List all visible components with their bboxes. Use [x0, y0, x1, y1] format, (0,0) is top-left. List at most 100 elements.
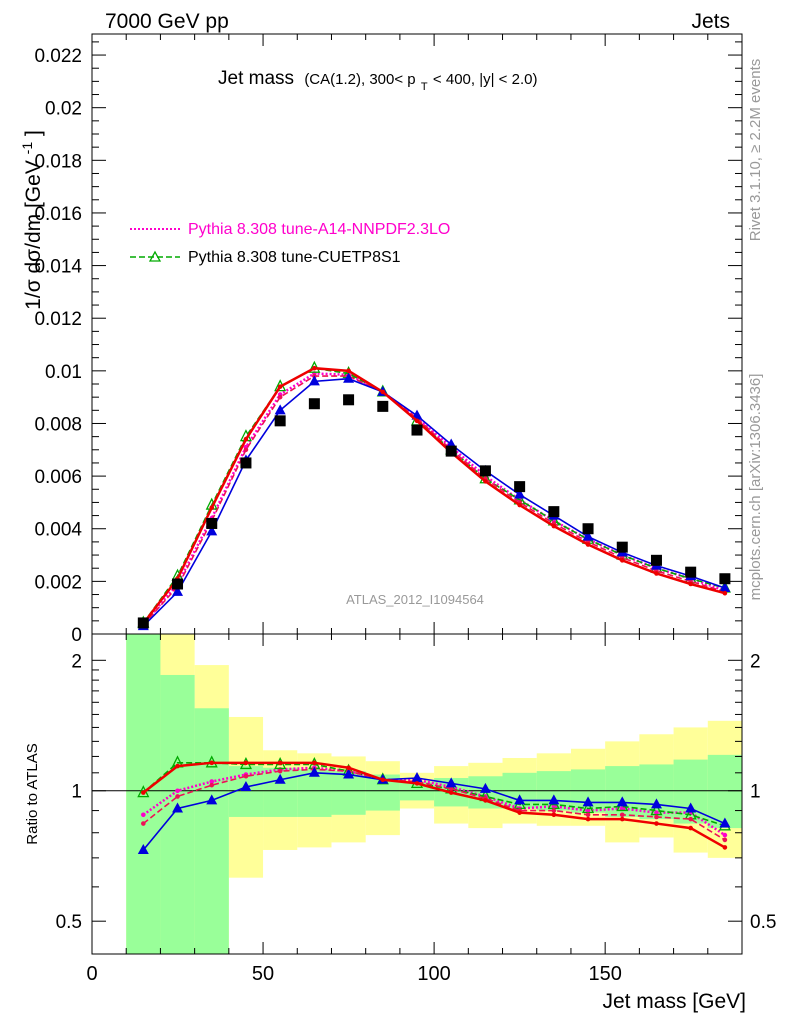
analysis-label: ATLAS_2012_I1094564 [346, 592, 484, 607]
ratio-uncertainty-band-stat [126, 634, 742, 954]
series-curve-4-ratio-point [619, 816, 625, 822]
series-pythia-8-308-tune-a14-nnpdf2-3lo-ratio-point [585, 808, 591, 813]
series-pythia-8-308-tune-a14-nnpdf2-3lo-ratio-line [142, 766, 726, 837]
series-curve-4-ratio-point [346, 765, 351, 771]
legend-marker-cuetp8s1 [148, 250, 162, 262]
y-tick-label-main: 0 [71, 625, 82, 646]
data-point [377, 400, 389, 412]
y-tick-label-main: 0.012 [34, 309, 82, 330]
x-tick-label: 50 [252, 963, 274, 985]
series-curve-4-point [380, 389, 386, 395]
series-pythia-8-308-tune-a14-nnpdf2-3lo-ratio-point [654, 810, 659, 815]
data-point [445, 445, 457, 457]
series-curve-4-point [414, 418, 420, 424]
series-curve-4-line [142, 366, 726, 625]
data-points [137, 394, 731, 629]
data-point [616, 541, 628, 553]
series-curve-4-point [277, 384, 283, 389]
series-curve-3-ratio-line [142, 772, 726, 851]
y-axis-label-close: ] [22, 130, 45, 136]
x-tick-label: 150 [588, 963, 621, 985]
y-tick-label-main: 0.01 [45, 362, 82, 383]
y-tick-label-main: 0.018 [34, 151, 82, 172]
y-tick-label-main: 0.006 [34, 467, 82, 488]
series-curve-4-ratio-point [312, 760, 317, 766]
y-tick-label-main: 0.022 [34, 46, 82, 67]
series-curve-2-ratio-point [654, 814, 659, 820]
series-pythia-8-308-tune-cuetp8s1-ratio-line [142, 762, 726, 827]
series-curve-3-point [274, 404, 286, 415]
series-curve-3-point [343, 372, 355, 383]
series-curve-3-point [206, 525, 218, 536]
y-tick-label-ratio: 2 [71, 651, 82, 672]
series-curve-2-ratio-line [142, 768, 726, 841]
series-pythia-8-308-tune-a14-nnpdf2-3lo-ratio-point [209, 779, 215, 784]
series-curve-3-point [172, 585, 184, 596]
ratio-band-stat-bin [707, 754, 742, 829]
series-curve-4-ratio-point [551, 812, 557, 818]
series-curve-2-ratio-point [688, 816, 693, 822]
series-curve-3-ratio-point [582, 796, 594, 807]
series-curve-3-ratio-point [137, 843, 149, 854]
series-curve-3-ratio-point [685, 802, 697, 813]
data-point [650, 554, 662, 566]
rivet-version-label: Rivet 3.1.10, ≥ 2.2M events [747, 59, 764, 242]
series-curve-3-point [514, 488, 526, 499]
series-curve-2-ratio-point [277, 768, 283, 774]
data-point [137, 617, 149, 629]
series-pythia-8-308-tune-cuetp8s1-line [142, 367, 726, 624]
series-curve-3-ratio-point [411, 772, 423, 783]
x-tick-label: 0 [86, 963, 97, 985]
header-category: Jets [691, 10, 730, 33]
series-curve-3-ratio-point [616, 796, 628, 807]
series-curve-4-ratio-point [517, 810, 522, 815]
data-point [514, 481, 526, 493]
series-curve-2-ratio-point [141, 821, 146, 826]
series-pythia-8-308-tune-a14-nnpdf2-3lo-ratio-point [722, 832, 728, 838]
y-tick-label-main: 0.004 [34, 520, 82, 541]
series-curve-2-ratio-point [175, 794, 180, 799]
plot-title-tail: < 400, |y| < 2.0) [433, 71, 538, 88]
series-curve-4-ratio-line [142, 761, 726, 849]
y-axis-label-main: 1/σ dσ/dm [GeV -1 ] [14, 130, 45, 310]
series-curve-4-point [517, 502, 522, 508]
series-curve-3-ratio-point [240, 781, 252, 792]
series-curve-4-ratio-point [585, 816, 591, 822]
series-curve-3-ratio-point [650, 798, 662, 809]
y-tick-label-ratio-right: 2 [750, 651, 761, 672]
x-tick-label: 100 [417, 963, 450, 985]
legend-label-a14: Pythia 8.308 tune-A14-NNPDF2.3LO [188, 221, 450, 238]
mcplots-label: mcplots.cern.ch [arXiv:1306.3436] [747, 374, 764, 601]
series-curve-3-ratio-point [719, 817, 731, 828]
data-point [206, 517, 218, 529]
series-curve-4-point [722, 590, 728, 596]
y-tick-label-main: 0.02 [45, 99, 82, 120]
y-tick-label-main: 0.016 [34, 204, 82, 225]
series-curve-4-ratio-point [277, 760, 283, 766]
series-curve-2-point [277, 394, 283, 400]
series-pythia-8-308-tune-cuetp8s1-ratio-point [650, 803, 663, 816]
x-axis-label: Jet mass [GeV] [602, 990, 746, 1013]
series-curve-4-point [551, 523, 557, 529]
series-curve-4-ratio-point [448, 790, 454, 795]
series-pythia-8-308-tune-cuetp8s1-ratio-point [582, 801, 595, 814]
series-curve-3-point [582, 530, 594, 541]
series-curve-3-ratio-point [343, 768, 355, 779]
y-tick-label-ratio-right: 0.5 [750, 912, 776, 933]
series-curve-3-ratio-point [445, 777, 457, 788]
data-point [548, 506, 560, 518]
series-curve-2-ratio-point [722, 837, 728, 843]
series-curve-2-line [142, 375, 726, 626]
series-curve-4-point [585, 542, 591, 547]
ratio-band-stat-bin [297, 769, 332, 817]
series-curve-2-ratio-point [585, 812, 591, 818]
y-axis-label-sup: -1 [19, 142, 35, 155]
series-layer [137, 360, 731, 854]
series-curve-3-ratio-point [274, 773, 286, 784]
y-tick-label-ratio: 1 [71, 782, 82, 803]
series-curve-4-point [688, 581, 693, 587]
main-plot-frame [91, 33, 743, 635]
data-point [308, 398, 320, 410]
series-curve-3-ratio-point [206, 794, 218, 805]
series-curve-3-ratio-point [172, 802, 184, 813]
